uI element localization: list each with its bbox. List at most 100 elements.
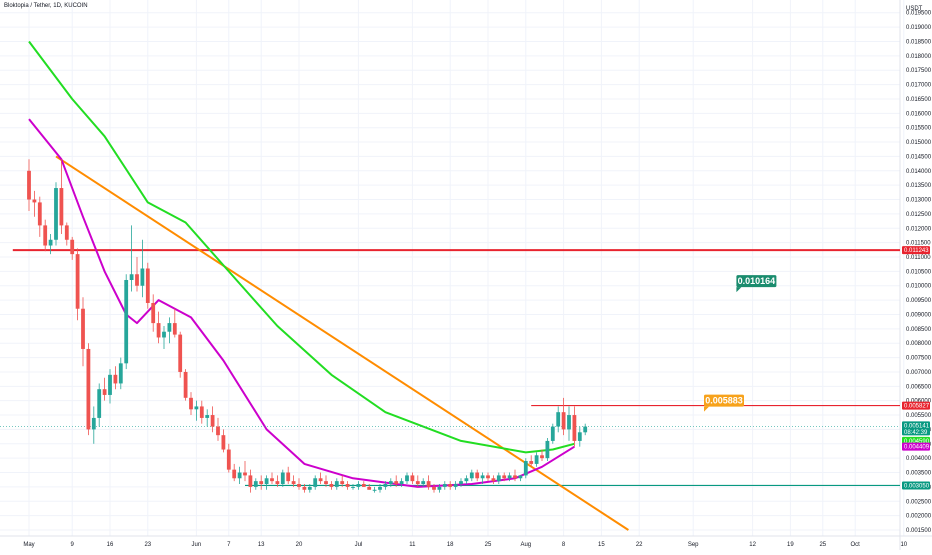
- candle-body: [113, 374, 118, 384]
- candle-body: [426, 481, 431, 487]
- candle-body: [583, 426, 588, 433]
- price-tick-label: 0.016500: [906, 97, 932, 103]
- candle-body: [302, 486, 307, 490]
- candle-body: [329, 484, 334, 487]
- candle-body: [237, 472, 242, 479]
- candle-body: [410, 475, 415, 482]
- candle-body: [556, 412, 561, 427]
- candle-body: [27, 170, 31, 200]
- candle-body: [291, 481, 296, 485]
- price-tick-label: 0.006500: [906, 384, 932, 390]
- level-price-tag: 0.003050: [904, 483, 930, 489]
- candle-body: [199, 406, 204, 418]
- candle-body: [550, 426, 555, 441]
- price-tick-label: 0.012000: [906, 226, 932, 232]
- candle-body: [75, 254, 80, 309]
- candle-body: [91, 417, 96, 430]
- date-tick-label: 11: [409, 542, 416, 548]
- price-tick-label: 0.015500: [906, 126, 932, 132]
- candle-body: [334, 481, 339, 487]
- candle-body: [59, 188, 64, 226]
- candle-body: [475, 472, 480, 479]
- candle-body: [529, 461, 534, 464]
- candle-body: [129, 274, 134, 280]
- candle-body: [54, 188, 58, 240]
- candle-body: [453, 484, 458, 487]
- date-tick-label: Oct: [851, 542, 861, 548]
- candle-body: [118, 363, 123, 384]
- callout-label: 0.010164: [738, 276, 776, 286]
- candle-body: [280, 472, 285, 485]
- price-tick-label: 0.018000: [906, 54, 932, 60]
- candle-body: [108, 374, 112, 395]
- candle-body: [124, 279, 129, 364]
- candle-body: [205, 415, 210, 418]
- candle-body: [210, 415, 215, 427]
- price-tick-label: 0.004000: [906, 456, 932, 462]
- price-tick-label: 0.003500: [906, 471, 932, 477]
- price-tick-label: 0.011500: [906, 241, 931, 247]
- price-tick-label: 0.010500: [906, 269, 932, 275]
- candle-body: [523, 461, 528, 476]
- price-tick-label: 0.016000: [906, 111, 932, 117]
- price-tick-label: 0.002500: [906, 499, 932, 505]
- indicator-price-tag: 0.004590: [904, 439, 930, 445]
- candle-body: [226, 449, 231, 470]
- indicator-price-tag: 0.004409: [904, 445, 930, 451]
- candle-body: [243, 472, 247, 476]
- candle-body: [178, 334, 183, 372]
- candle-body: [172, 323, 177, 335]
- price-tick-label: 0.018500: [906, 39, 932, 45]
- candle-body: [540, 455, 544, 459]
- candle-body: [502, 475, 507, 479]
- candle-body: [383, 484, 388, 487]
- callout-box: [736, 275, 777, 288]
- price-tick-label: 0.015000: [906, 140, 932, 146]
- candle-body: [567, 415, 571, 430]
- date-tick-label: 18: [447, 542, 454, 548]
- candle-body: [367, 486, 372, 490]
- candle-body: [394, 481, 399, 485]
- candle-body: [421, 481, 426, 485]
- candle-body: [145, 268, 150, 303]
- candle-body: [259, 481, 264, 485]
- candle-body: [459, 481, 463, 485]
- candle-body: [275, 481, 280, 485]
- level-price-tag-bg: [902, 481, 930, 490]
- candle-body: [156, 323, 161, 338]
- candle-body: [216, 426, 220, 436]
- candle-body: [135, 274, 139, 286]
- price-tick-label: 0.014500: [906, 154, 932, 160]
- date-tick-label: 10: [900, 542, 907, 548]
- candle-body: [561, 412, 566, 430]
- date-tick-label: Jul: [355, 542, 363, 548]
- candle-body: [356, 484, 361, 487]
- currency-label: USDT: [906, 6, 923, 12]
- candle-body: [518, 475, 523, 479]
- candle-body: [415, 481, 420, 485]
- moving-average-line: [28, 40, 575, 454]
- date-tick-label: 22: [636, 542, 643, 548]
- candle-body: [496, 475, 501, 482]
- candle-body: [307, 486, 312, 490]
- candle-body: [81, 308, 85, 349]
- candle-body: [437, 486, 442, 490]
- candle-body: [572, 415, 577, 441]
- candle-body: [486, 475, 490, 479]
- candle-body: [232, 469, 237, 479]
- price-tick-label: 0.008000: [906, 341, 932, 347]
- level-price-tag: 0.011243: [904, 248, 929, 254]
- price-tick-label: 0.009000: [906, 312, 932, 318]
- date-tick-label: 23: [144, 542, 151, 548]
- indicator-price-tag-bg: [902, 442, 930, 451]
- candle-body: [491, 478, 496, 482]
- candle-body: [345, 484, 350, 487]
- candle-body: [297, 484, 301, 487]
- candle-body: [399, 481, 404, 485]
- price-tick-label: 0.007000: [906, 370, 932, 376]
- candle-body: [194, 406, 199, 410]
- candle-body: [340, 481, 345, 485]
- candle-body: [221, 435, 226, 450]
